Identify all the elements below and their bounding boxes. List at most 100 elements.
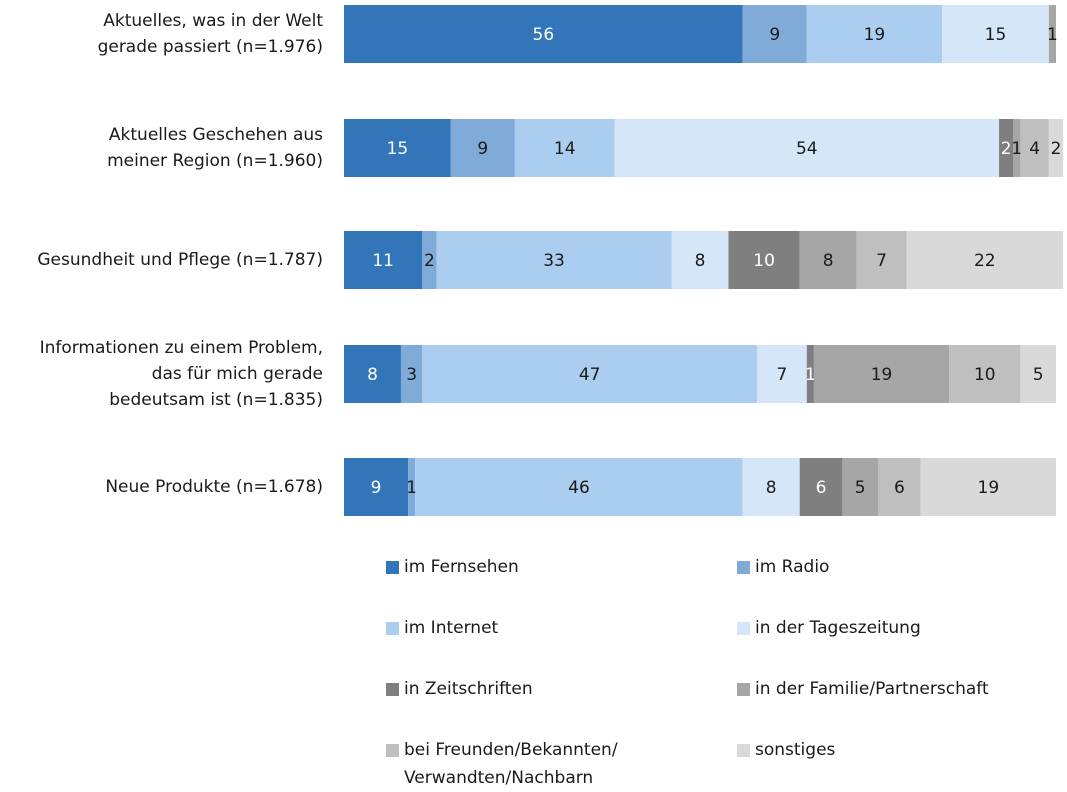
data-label: 8 [367,365,378,385]
data-label: 47 [579,365,601,385]
data-label: 19 [871,365,893,385]
data-label: 11 [372,251,394,271]
legend-item: in der Familie/Partnerschaft [737,675,1055,703]
bar-segment [878,458,921,516]
data-label: 10 [753,251,775,271]
bar-segment [415,458,743,516]
legend-swatch [386,561,399,574]
data-label: 1 [1047,25,1058,45]
bar-segment [742,458,800,516]
category-label: gerade passiert (n=1.976) [98,37,323,57]
bar-segment [344,458,409,516]
data-label: 6 [894,478,905,498]
data-label: 5 [1033,365,1044,385]
legend-label: im Internet [404,618,499,638]
bar-segment [422,345,757,403]
bar-segment [1048,5,1056,63]
bar-segment [400,345,423,403]
bar-segment [408,458,416,516]
data-label: 5 [855,478,866,498]
data-label: 3 [406,365,417,385]
bar-segment [756,345,807,403]
legend-swatch [386,622,399,635]
data-label: 33 [543,251,565,271]
legend-swatch [737,683,750,696]
data-label: 8 [823,251,834,271]
data-label: 8 [766,478,777,498]
data-label: 22 [974,251,996,271]
bar-segment [906,231,1064,289]
legend-swatch [737,622,750,635]
legend-item: sonstiges [737,736,1055,764]
data-label: 4 [1029,139,1040,159]
legend-label: im Radio [755,557,830,577]
legend-item: im Internet [386,614,704,642]
data-label: 9 [477,139,488,159]
data-label: 15 [387,139,409,159]
legend-item: bei Freunden/Bekannten/ Verwandten/Nachb… [386,736,704,792]
data-label: 2 [1001,139,1012,159]
bar-segment [344,231,423,289]
legend-swatch [386,683,399,696]
data-label: 2 [424,251,435,271]
bar-segment [799,231,857,289]
bar-segment [920,458,1056,516]
legend-item: in Zeitschriften [386,675,704,703]
bar-segment [450,119,515,177]
data-label: 56 [533,25,555,45]
category-label: Neue Produkte (n=1.678) [105,477,323,497]
legend-item: im Radio [737,553,1055,581]
bar-segment [949,345,1021,403]
legend-label: im Fernsehen [404,557,519,577]
data-label: 7 [876,251,887,271]
category-label: meiner Region (n=1.960) [107,151,323,171]
category-label: bedeutsam ist (n=1.835) [109,390,323,410]
data-label: 1 [1011,139,1022,159]
bar-segment [344,119,451,177]
data-label: 7 [776,365,787,385]
bar-segment [806,5,943,63]
data-label: 54 [796,139,818,159]
data-label: 1 [805,365,816,385]
bar-segment [1013,119,1021,177]
legend-label: in der Familie/Partnerschaft [755,679,989,699]
legend-label: in Zeitschriften [404,679,533,699]
bar-segment [856,231,907,289]
bar-segment [806,345,814,403]
bar-segment [842,458,878,516]
bar-segment [1048,119,1064,177]
category-label: Aktuelles Geschehen aus [109,125,323,145]
bar-segment [514,119,615,177]
data-label: 10 [974,365,996,385]
bar-segment [1020,345,1056,403]
bar-segment [799,458,843,516]
data-label: 46 [568,478,590,498]
legend-label: sonstiges [755,740,836,760]
bar-segment [999,119,1014,177]
bar-segment [614,119,1000,177]
data-label: 9 [769,25,780,45]
bar-segment [422,231,437,289]
data-label: 9 [371,478,382,498]
bar-segment [344,345,401,403]
data-label: 15 [985,25,1007,45]
legend-swatch [737,561,750,574]
legend-swatch [737,744,750,757]
data-label: 6 [816,478,827,498]
bar-segment [742,5,807,63]
bar-segment [436,231,672,289]
data-label: 8 [695,251,706,271]
legend-label: in der Tageszeitung [755,618,921,638]
category-label: Aktuelles, was in der Welt [103,11,323,31]
legend-swatch [386,744,399,757]
data-label: 14 [554,139,576,159]
category-label: Informationen zu einem Problem, [40,338,323,358]
bar-segment [671,231,729,289]
data-label: 19 [864,25,886,45]
legend-item: in der Tageszeitung [737,614,1055,642]
category-label: Gesundheit und Pflege (n=1.787) [37,250,323,270]
bar-segment [1020,119,1049,177]
bar-segment [942,5,1049,63]
